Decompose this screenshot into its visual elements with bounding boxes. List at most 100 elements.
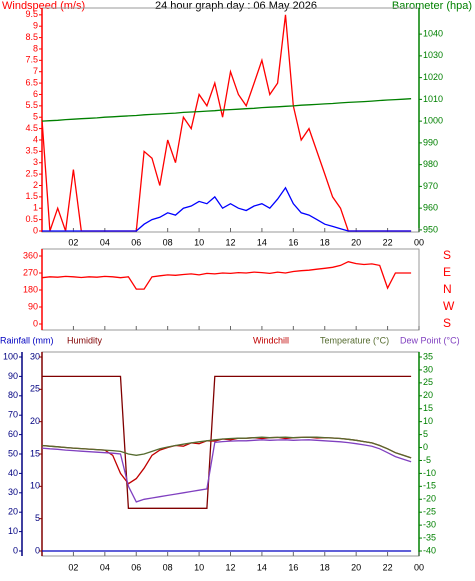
y2-tick-label: 0	[423, 442, 428, 452]
x-tick-label: 12	[225, 237, 235, 247]
y2-tick-label: 20	[423, 390, 433, 400]
plot-area	[41, 7, 420, 233]
x-tick-label: 06	[131, 562, 141, 572]
y-tick-label: 60	[8, 429, 18, 439]
y-tick-label: 1.5	[25, 191, 38, 201]
y-tick-label: 0	[33, 318, 38, 328]
x-tick-label: 08	[163, 562, 173, 572]
y-tick-label: 9.5	[25, 9, 38, 19]
y-tick-label: 80	[8, 390, 18, 400]
y2-tick-label: 35	[423, 351, 433, 361]
y-tick-label: 100	[3, 351, 18, 361]
y-tick-label: 8.5	[25, 32, 38, 42]
plot-area	[41, 248, 420, 331]
series-line	[42, 186, 412, 232]
y-tick-label: 3	[33, 157, 38, 167]
x-tick-label: 20	[351, 237, 361, 247]
y3-tick-label: 10	[30, 481, 40, 491]
x-tick-label: 00	[414, 237, 424, 247]
x-tick-label: 14	[257, 237, 267, 247]
x-tick-label: 10	[194, 562, 204, 572]
x-tick-label: 22	[383, 237, 393, 247]
y-tick-label: 5.5	[25, 100, 38, 110]
y-tick-label: 10	[8, 526, 18, 536]
series-line	[41, 14, 412, 232]
x-tick-label: 18	[320, 562, 330, 572]
y-tick-label: 4	[33, 134, 38, 144]
y2-tick-label: 1040	[423, 28, 443, 38]
y2-tick-label: E	[443, 265, 451, 279]
series-line	[41, 98, 412, 122]
x-tick-label: 16	[288, 237, 298, 247]
y2-tick-label: -35	[423, 532, 436, 542]
y-tick-label: 4.5	[25, 123, 38, 133]
y2-axis-label: Barometer (hpa)	[392, 0, 472, 12]
series-line	[41, 261, 412, 290]
y-tick-label: 70	[8, 410, 18, 420]
y-tick-label: 360	[23, 250, 38, 260]
y-tick-label: 50	[8, 448, 18, 458]
y2-tick-label: 30	[423, 364, 433, 374]
x-tick-label: 04	[100, 562, 110, 572]
y2-tick-label: -15	[423, 481, 436, 491]
y-tick-label: 180	[23, 284, 38, 294]
y-tick-label: 7	[33, 66, 38, 76]
legend-entry: Temperature (°C)	[320, 335, 389, 345]
x-tick-label: 08	[163, 237, 173, 247]
y2-tick-label: 950	[423, 224, 438, 234]
y-axis-label: Windspeed (m/s)	[2, 0, 85, 12]
y3-tick-label: 30	[30, 351, 40, 361]
y-tick-label: 6	[33, 89, 38, 99]
y2-tick-label: W	[443, 299, 455, 313]
x-tick-label: 00	[414, 562, 424, 572]
x-tick-label: 20	[351, 562, 361, 572]
y2-tick-label: -10	[423, 468, 436, 478]
y-tick-label: 2	[33, 180, 38, 190]
y-tick-label: 20	[8, 507, 18, 517]
x-tick-label: 16	[288, 562, 298, 572]
y2-tick-label: -30	[423, 520, 436, 530]
y3-tick-label: 15	[30, 448, 40, 458]
y3-tick-label: 5	[35, 513, 40, 523]
series-line	[41, 439, 412, 503]
y-tick-label: 0	[13, 545, 18, 555]
y-tick-label: 2.5	[25, 168, 38, 178]
y2-tick-label: 960	[423, 203, 438, 213]
y2-tick-label: 10	[423, 416, 433, 426]
x-tick-label: 02	[68, 562, 78, 572]
y-tick-label: 8	[33, 43, 38, 53]
y3-tick-label: 0	[35, 545, 40, 555]
y2-tick-label: 990	[423, 137, 438, 147]
y-tick-label: 40	[8, 468, 18, 478]
y-tick-label: 90	[28, 301, 38, 311]
x-tick-label: 18	[320, 237, 330, 247]
y2-tick-label: 1030	[423, 50, 443, 60]
y2-tick-label: S	[443, 316, 451, 330]
y2-tick-label: 970	[423, 181, 438, 191]
x-tick-label: 02	[68, 237, 78, 247]
legend-entry: Rainfall (mm)	[0, 335, 54, 345]
y-tick-label: 30	[8, 487, 18, 497]
y2-tick-label: 980	[423, 159, 438, 169]
y-tick-label: 6.5	[25, 77, 38, 87]
legend-entry: Dew Point (°C)	[400, 335, 460, 345]
y-tick-label: 90	[8, 371, 18, 381]
y-tick-label: 270	[23, 267, 38, 277]
x-tick-label: 10	[194, 237, 204, 247]
y2-tick-label: N	[443, 282, 452, 296]
x-tick-label: 22	[383, 562, 393, 572]
y2-tick-label: 5	[423, 429, 428, 439]
y2-tick-label: 1010	[423, 94, 443, 104]
legend-entry: Humidity	[67, 335, 103, 345]
y-tick-label: 7.5	[25, 55, 38, 65]
legend-entry: Windchill	[253, 335, 289, 345]
y2-tick-label: -5	[423, 455, 431, 465]
y3-tick-label: 25	[30, 384, 40, 394]
y-tick-label: 1	[33, 203, 38, 213]
y2-tick-label: -20	[423, 494, 436, 504]
chart-title: 24 hour graph day : 06 May 2026	[155, 0, 317, 12]
y2-tick-label: 25	[423, 377, 433, 387]
plot-area	[41, 351, 420, 557]
y2-tick-label: 1000	[423, 116, 443, 126]
